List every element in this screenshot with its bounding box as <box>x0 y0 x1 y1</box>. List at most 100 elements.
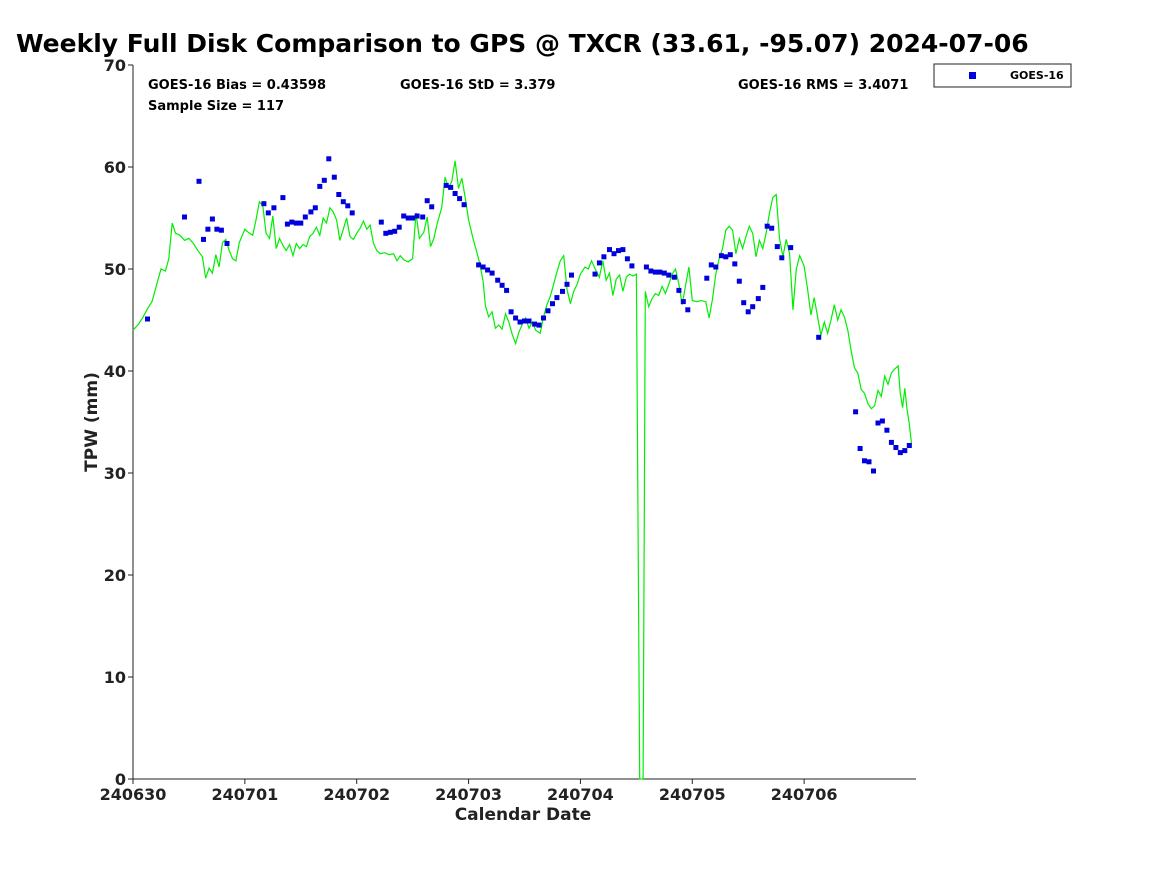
goes-16-point <box>554 295 560 301</box>
goes-16-point <box>718 253 724 259</box>
goes-16-point <box>536 322 542 328</box>
y-tick-label: 10 <box>104 668 126 687</box>
series-gps <box>132 160 913 780</box>
goes-16-point <box>592 271 598 277</box>
goes-16-point <box>569 272 574 278</box>
goes-16-point <box>704 275 710 281</box>
goes-16-point <box>265 210 271 216</box>
goes-16-point <box>504 287 510 293</box>
goes-16-point <box>387 229 393 235</box>
goes-16-point <box>541 315 546 321</box>
goes-16-point <box>906 443 912 448</box>
goes-16-point <box>532 321 538 327</box>
goes-16-point <box>897 450 903 456</box>
gps-series-line <box>132 160 913 780</box>
goes-16-point <box>201 236 206 242</box>
goes-16-point <box>736 278 742 284</box>
goes-16-point <box>298 220 304 226</box>
goes-16-point <box>293 220 299 226</box>
goes-16-point <box>676 287 682 293</box>
stat-rms: GOES-16 RMS = 3.4071 <box>738 78 908 93</box>
x-tick-label: 240702 <box>323 785 390 804</box>
goes-16-point <box>750 304 756 310</box>
y-tick-label: 0 <box>115 770 126 789</box>
goes-16-point <box>788 245 794 251</box>
goes-16-point <box>261 201 267 207</box>
x-tick-label: 240701 <box>211 785 278 804</box>
y-tick-label: 50 <box>104 260 126 279</box>
legend-box <box>933 63 1072 88</box>
y-tick-label: 60 <box>104 158 126 177</box>
y-axis-label: TPW (mm) <box>82 372 102 472</box>
goes-16-point <box>680 299 686 305</box>
x-axis-label: Calendar Date <box>455 805 592 825</box>
goes-16-point <box>284 221 290 227</box>
goes-16-point <box>308 209 314 215</box>
goes-16-point <box>448 184 454 190</box>
x-ticks: 240630 240701 240702 240703 240704 240705 2407… <box>100 779 838 804</box>
legend: GOES-16 <box>933 63 1072 88</box>
goes-16-point <box>429 204 435 210</box>
legend-marker-goes-16 <box>969 72 976 79</box>
goes-16-point <box>888 439 894 445</box>
goes-16-point <box>414 213 420 219</box>
x-tick-label: 240705 <box>659 785 726 804</box>
goes-16-point <box>312 205 318 211</box>
goes-16-point <box>732 261 738 267</box>
goes-16-point <box>550 301 555 307</box>
goes-16-point <box>611 251 617 257</box>
y-tick-label: 20 <box>104 566 126 585</box>
goes-16-point <box>755 296 761 302</box>
goes-16-point <box>452 191 458 196</box>
goes-16-point <box>326 156 332 162</box>
goes-16-point <box>420 214 426 220</box>
goes-16-point <box>816 334 822 340</box>
legend-label-goes-16: GOES-16 <box>1010 69 1064 82</box>
goes-16-point <box>862 458 867 464</box>
goes-16-point <box>902 448 908 454</box>
goes-16-point <box>871 468 876 474</box>
goes-16-point <box>405 215 411 221</box>
series-goes-16 <box>145 156 912 474</box>
goes-16-point <box>741 300 747 306</box>
goes-16-point <box>685 307 691 313</box>
goes-16-point <box>745 309 751 315</box>
goes-16-point <box>853 409 859 415</box>
goes-16-point <box>713 264 719 270</box>
goes-16-point <box>666 272 672 278</box>
goes-16-point <box>661 270 667 276</box>
goes-16-point <box>331 174 337 180</box>
goes-16-point <box>671 274 677 280</box>
goes-16-point <box>340 199 346 205</box>
plot-area <box>133 65 916 779</box>
goes-16-point <box>601 254 607 260</box>
goes-16-point <box>884 427 890 433</box>
x-tick-label: 240706 <box>771 785 838 804</box>
goes-16-point <box>774 244 780 250</box>
goes-16-point <box>336 192 342 197</box>
y-tick-label: 40 <box>104 362 126 381</box>
goes-16-point <box>607 247 612 253</box>
goes-16-point <box>564 281 570 287</box>
goes-16-point <box>499 282 505 288</box>
goes-16-point <box>620 247 626 253</box>
goes-16-point <box>345 203 351 209</box>
goes-16-point <box>410 215 416 221</box>
goes-16-point <box>764 223 770 229</box>
goes-16-point <box>205 226 211 232</box>
goes-16-point <box>508 309 514 315</box>
goes-16-point <box>209 216 215 222</box>
goes-16-point <box>893 445 899 450</box>
y-tick-label: 30 <box>104 464 126 483</box>
goes-16-point <box>517 319 523 325</box>
goes-16-point <box>485 267 491 273</box>
goes-16-point <box>302 214 308 220</box>
goes-16-point <box>280 195 286 201</box>
goes-16-point <box>489 270 495 276</box>
goes-16-point <box>443 182 449 188</box>
chart-title: Weekly Full Disk Comparison to GPS @ TXC… <box>16 29 1029 58</box>
goes-16-point <box>779 255 785 261</box>
goes-16-point <box>708 262 714 268</box>
goes-16-point <box>196 178 202 184</box>
